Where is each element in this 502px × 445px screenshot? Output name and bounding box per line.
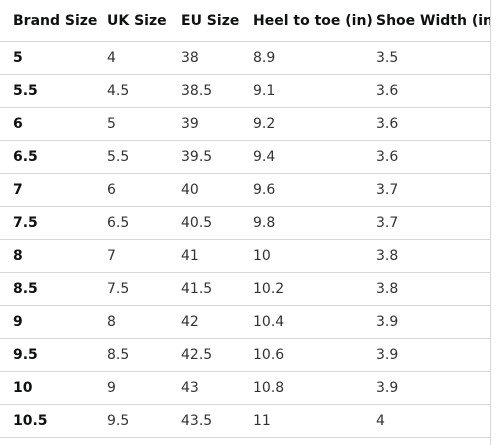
table-row: 10 9 43 10.8 3.9 (0, 371, 490, 405)
brand-size-cell: 9 (0, 305, 94, 339)
uk-size-cell: 7.5 (94, 272, 168, 306)
uk-size-cell: 6 (94, 173, 168, 207)
eu-size-cell: 38 (168, 41, 240, 75)
heel-to-toe-cell: 10 (240, 239, 363, 273)
empty-cell (240, 438, 363, 445)
brand-size-cell: 6 (0, 107, 94, 141)
table-row: 6 5 39 9.2 3.6 (0, 107, 490, 141)
uk-size-cell: 4 (94, 41, 168, 75)
brand-size-cell: 10.5 (0, 404, 94, 438)
uk-size-cell: 5 (94, 107, 168, 141)
table-row: 5 4 38 8.9 3.5 (0, 41, 490, 75)
table-row: 9.5 8.5 42.5 10.6 3.9 (0, 338, 490, 372)
empty-cell (363, 438, 490, 445)
eu-size-cell: 40 (168, 173, 240, 207)
table-row: 9 8 42 10.4 3.9 (0, 305, 490, 339)
shoe-width-cell: 3.6 (363, 74, 490, 108)
header-heel-to-toe: Heel to toe (in) (240, 0, 373, 42)
table-row: 5.5 4.5 38.5 9.1 3.6 (0, 74, 490, 108)
empty-cell (0, 438, 94, 445)
eu-size-cell: 40.5 (168, 206, 240, 240)
brand-size-cell: 5.5 (0, 74, 94, 108)
eu-size-cell: 43 (168, 371, 240, 405)
empty-cell (94, 438, 168, 445)
heel-to-toe-cell: 11 (240, 404, 363, 438)
eu-size-cell: 39.5 (168, 140, 240, 174)
heel-to-toe-cell: 9.1 (240, 74, 363, 108)
size-chart-container: Brand Size UK Size EU Size Heel to toe (… (0, 0, 491, 445)
table-row: 7.5 6.5 40.5 9.8 3.7 (0, 206, 490, 240)
header-eu-size: EU Size (168, 0, 240, 42)
table-row: 8.5 7.5 41.5 10.2 3.8 (0, 272, 490, 306)
heel-to-toe-cell: 10.6 (240, 338, 363, 372)
uk-size-cell: 8.5 (94, 338, 168, 372)
uk-size-cell: 5.5 (94, 140, 168, 174)
shoe-width-cell: 3.5 (363, 41, 490, 75)
table-row: 6.5 5.5 39.5 9.4 3.6 (0, 140, 490, 174)
shoe-width-cell: 3.8 (363, 239, 490, 273)
shoe-width-cell: 3.9 (363, 338, 490, 372)
size-chart-body: 5 4 38 8.9 3.5 5.5 4.5 38.5 9.1 3.6 6 5 39 9.2 3.6 6.5 5… (0, 41, 490, 445)
table-row-partial (0, 438, 490, 445)
heel-to-toe-cell: 10.2 (240, 272, 363, 306)
shoe-width-cell: 4 (363, 404, 490, 438)
brand-size-cell: 7.5 (0, 206, 94, 240)
eu-size-cell: 38.5 (168, 74, 240, 108)
shoe-width-cell: 3.6 (363, 140, 490, 174)
uk-size-cell: 4.5 (94, 74, 168, 108)
header-uk-size: UK Size (94, 0, 168, 42)
size-chart-header: Brand Size UK Size EU Size Heel to toe (… (0, 0, 490, 42)
shoe-width-cell: 3.8 (363, 272, 490, 306)
uk-size-cell: 9.5 (94, 404, 168, 438)
table-row: 10.5 9.5 43.5 11 4 (0, 404, 490, 438)
shoe-width-cell: 3.7 (363, 173, 490, 207)
eu-size-cell: 41 (168, 239, 240, 273)
table-row: 7 6 40 9.6 3.7 (0, 173, 490, 207)
uk-size-cell: 6.5 (94, 206, 168, 240)
brand-size-cell: 8 (0, 239, 94, 273)
heel-to-toe-cell: 9.6 (240, 173, 363, 207)
brand-size-cell: 7 (0, 173, 94, 207)
eu-size-cell: 41.5 (168, 272, 240, 306)
heel-to-toe-cell: 10.4 (240, 305, 363, 339)
brand-size-cell: 8.5 (0, 272, 94, 306)
eu-size-cell: 43.5 (168, 404, 240, 438)
heel-to-toe-cell: 9.2 (240, 107, 363, 141)
heel-to-toe-cell: 8.9 (240, 41, 363, 75)
eu-size-cell: 39 (168, 107, 240, 141)
heel-to-toe-cell: 10.8 (240, 371, 363, 405)
uk-size-cell: 8 (94, 305, 168, 339)
empty-cell (168, 438, 240, 445)
shoe-width-cell: 3.7 (363, 206, 490, 240)
eu-size-cell: 42 (168, 305, 240, 339)
brand-size-cell: 9.5 (0, 338, 94, 372)
uk-size-cell: 9 (94, 371, 168, 405)
shoe-width-cell: 3.9 (363, 371, 490, 405)
header-brand-size: Brand Size (0, 0, 97, 42)
heel-to-toe-cell: 9.4 (240, 140, 363, 174)
header-shoe-width: Shoe Width (in) (363, 0, 490, 42)
heel-to-toe-cell: 9.8 (240, 206, 363, 240)
header-row: Brand Size UK Size EU Size Heel to toe (… (0, 0, 490, 42)
brand-size-cell: 5 (0, 41, 94, 75)
brand-size-cell: 6.5 (0, 140, 94, 174)
brand-size-cell: 10 (0, 371, 94, 405)
shoe-width-cell: 3.6 (363, 107, 490, 141)
uk-size-cell: 7 (94, 239, 168, 273)
size-chart-table: Brand Size UK Size EU Size Heel to toe (… (0, 0, 490, 445)
eu-size-cell: 42.5 (168, 338, 240, 372)
shoe-width-cell: 3.9 (363, 305, 490, 339)
table-row: 8 7 41 10 3.8 (0, 239, 490, 273)
